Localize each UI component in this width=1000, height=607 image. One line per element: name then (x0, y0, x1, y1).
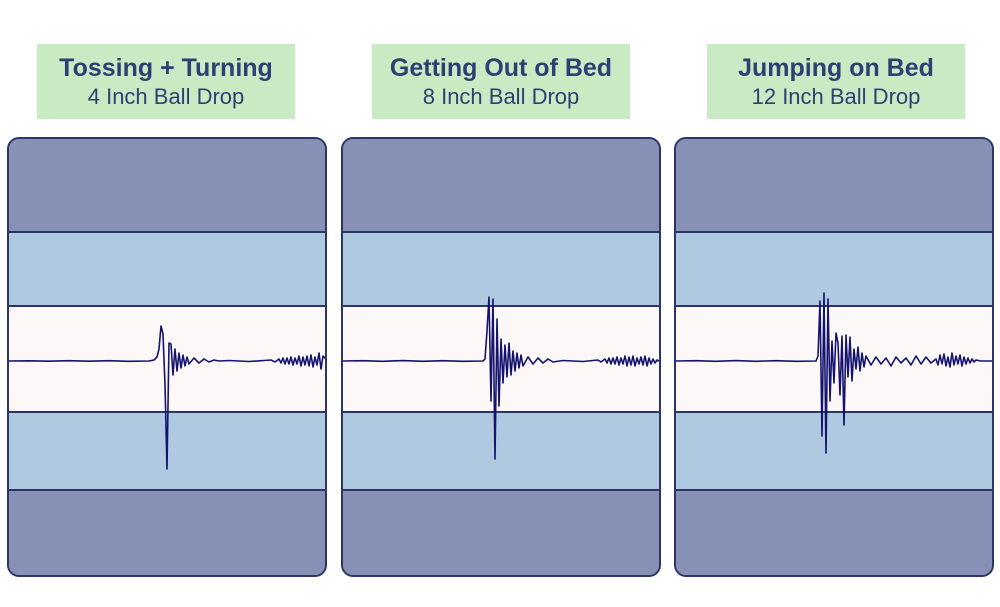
band-dark-bottom (343, 489, 659, 575)
chart-2-wave-svg (343, 296, 659, 460)
chart-2-header: Getting Out of Bed 8 Inch Ball Drop (372, 44, 630, 119)
band-light-bottom (343, 413, 659, 489)
band-dark-bottom (676, 489, 992, 575)
chart-2-title: Getting Out of Bed (389, 53, 613, 82)
chart-3-subtitle: 12 Inch Ball Drop (751, 83, 921, 109)
chart-2-panel (341, 137, 661, 577)
chart-2-waveform-line (343, 296, 659, 460)
chart-1-panel (7, 137, 327, 577)
chart-1-title: Tossing + Turning (59, 53, 273, 82)
chart-3-wave-svg (676, 292, 992, 454)
chart-3-title: Jumping on Bed (738, 53, 934, 82)
band-center (676, 305, 992, 413)
chart-3-panel (674, 137, 994, 577)
band-center (9, 305, 325, 413)
band-dark-bottom (9, 489, 325, 575)
band-light-top (343, 231, 659, 305)
chart-1-wave-svg (9, 325, 325, 470)
chart-1-header: Tossing + Turning 4 Inch Ball Drop (37, 44, 295, 119)
chart-1-subtitle: 4 Inch Ball Drop (87, 83, 245, 109)
band-dark-top (343, 139, 659, 231)
band-dark-top (676, 139, 992, 231)
band-dark-top (9, 139, 325, 231)
chart-3-waveform-line (676, 292, 992, 454)
chart-2-subtitle: 8 Inch Ball Drop (422, 83, 580, 109)
chart-3-header: Jumping on Bed 12 Inch Ball Drop (707, 44, 965, 119)
band-light-top (676, 231, 992, 305)
band-light-top (9, 231, 325, 305)
band-light-bottom (676, 413, 992, 489)
chart-1-waveform-line (9, 325, 325, 470)
